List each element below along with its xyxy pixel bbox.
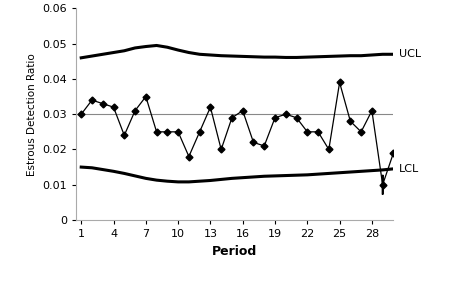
Y-axis label: Estrous Detection Ratio: Estrous Detection Ratio xyxy=(27,53,36,176)
X-axis label: Period: Period xyxy=(212,244,257,257)
Text: LCL: LCL xyxy=(399,164,419,174)
Text: UCL: UCL xyxy=(399,49,421,59)
